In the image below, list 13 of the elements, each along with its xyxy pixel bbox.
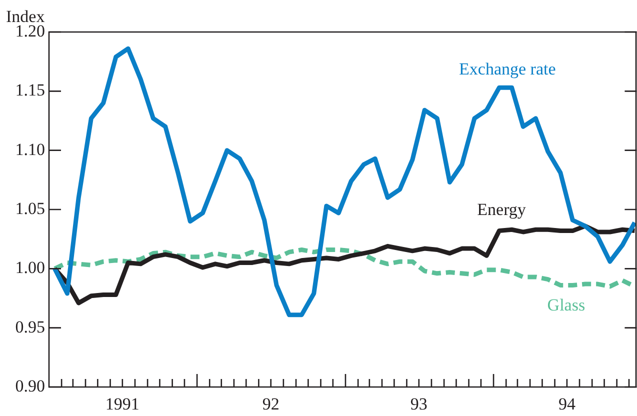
x-tick-label: 1991 — [105, 394, 140, 414]
x-tick-label: 92 — [262, 394, 280, 414]
series-label: Energy — [477, 200, 526, 219]
x-tick-label: 93 — [410, 394, 428, 414]
y-tick-label: 1.00 — [15, 258, 45, 278]
x-tick-label: 94 — [558, 394, 576, 414]
y-tick-label: 0.95 — [15, 317, 45, 336]
y-tick-label: 1.05 — [15, 198, 45, 218]
y-tick-label: 0.90 — [15, 376, 45, 396]
series-label: Glass — [547, 296, 586, 315]
series-label: Exchange rate — [459, 60, 556, 79]
y-tick-label: 1.15 — [15, 80, 45, 100]
y-tick-label: 1.10 — [15, 140, 45, 159]
